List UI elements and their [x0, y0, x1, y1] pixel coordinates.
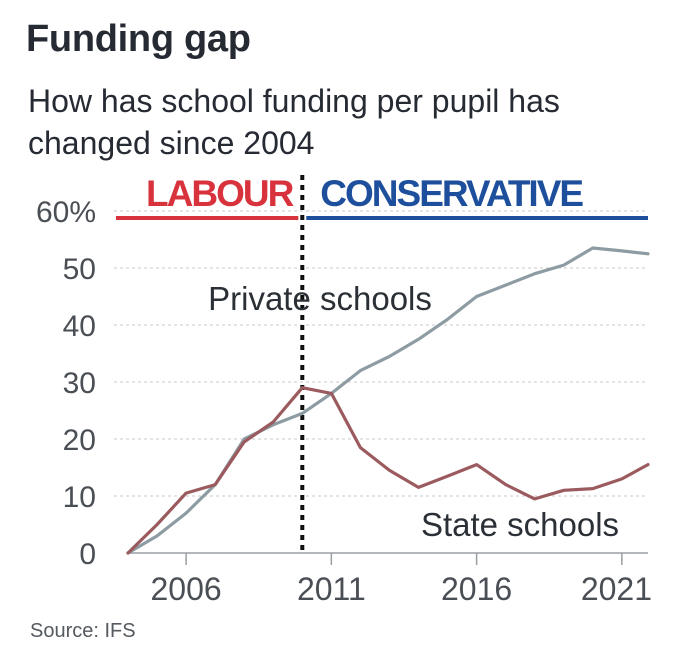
x-tick-label: 2011: [297, 571, 366, 607]
y-tick-label: 30: [63, 367, 96, 400]
y-tick-label: 40: [63, 310, 96, 343]
series-lines: [126, 246, 650, 555]
y-tick-label: 10: [63, 481, 96, 514]
y-axis-labels: 0 10 20 30 40 50 60%: [36, 196, 96, 571]
x-axis: 2006 2011 2016 2021: [128, 552, 652, 607]
x-tick-label: 2021: [581, 571, 652, 607]
chart-subtitle: How has school funding per pupil has cha…: [28, 83, 560, 161]
period-label: LABOUR: [146, 173, 294, 214]
gridlines: [114, 210, 648, 497]
source-note: Source: IFS: [30, 620, 136, 642]
series-line: [126, 386, 650, 555]
period-label: CONSERVATIVE: [320, 173, 583, 214]
y-tick-label: 50: [63, 253, 96, 286]
y-tick-label: 20: [63, 424, 96, 457]
x-tick-label: 2016: [441, 571, 512, 607]
political-periods: LABOUR CONSERVATIVE: [116, 173, 648, 553]
series-label: Private schools: [208, 280, 432, 317]
series-labels: Private schools State schools: [208, 280, 619, 543]
y-tick-label: 60%: [36, 196, 96, 229]
x-tick-label: 2006: [151, 571, 222, 607]
y-tick-label: 0: [79, 538, 96, 571]
chart-title: Funding gap: [26, 18, 251, 60]
series-label: State schools: [421, 506, 619, 543]
